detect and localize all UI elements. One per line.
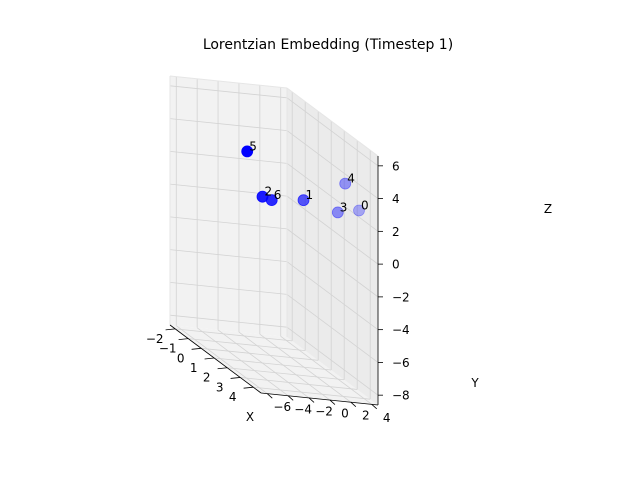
x-tick-mark [178, 338, 189, 340]
y-tick-mark [287, 395, 294, 401]
grid-line-x [188, 338, 306, 351]
point-label: 3 [340, 200, 348, 214]
point-label: 1 [306, 188, 314, 202]
point-label: 4 [347, 172, 355, 186]
point-labels: 04 3 1 62 5 [249, 139, 368, 214]
data-point [353, 204, 365, 217]
x-tick-label: 1 [190, 361, 198, 375]
x-axis-label: X [246, 410, 254, 424]
grid-line-y [217, 329, 310, 399]
grid-line-y [280, 336, 372, 405]
grid-line-z [169, 216, 288, 230]
z-axis-label: Z [544, 202, 552, 216]
y-tick-label: 2 [362, 409, 370, 423]
data-point [241, 145, 254, 158]
z-tick-label: 6 [392, 159, 400, 173]
axis-panes [170, 76, 378, 405]
floor-pane [170, 325, 378, 405]
grid-lines [169, 76, 379, 405]
x-axis-line [169, 324, 262, 394]
point-label: 6 [274, 188, 282, 202]
y-tick-mark [267, 393, 273, 399]
pane-edge-top-back [286, 87, 379, 157]
y-tick-mark [308, 397, 315, 403]
grid-line-z [286, 97, 379, 167]
y-tick-label: 4 [383, 411, 391, 425]
x-tick-label: −1 [159, 342, 177, 356]
grid-line-y [238, 331, 331, 401]
point-label: 5 [249, 139, 257, 153]
y-tick-label: −4 [294, 402, 312, 416]
back-pane [287, 88, 378, 405]
y-tick-mark [350, 401, 357, 408]
grid-line-z [169, 150, 288, 164]
y-tick-label: 0 [341, 407, 349, 421]
y-tick-label: −6 [273, 400, 291, 414]
axis-lines [169, 75, 379, 406]
x-tick-label: −2 [146, 332, 164, 346]
z-tick-label: 2 [392, 225, 400, 239]
x-tick-mark [165, 328, 176, 331]
data-point [256, 190, 269, 203]
z-tick-label: −2 [392, 290, 410, 304]
z-tick-label: −8 [392, 389, 410, 403]
left-pane [170, 76, 287, 337]
z-tick-label: 0 [392, 258, 400, 272]
x-tick-mark [230, 377, 241, 379]
grid-line-z [169, 314, 288, 328]
grid-line-z [286, 261, 379, 330]
grid-line-z [169, 118, 288, 131]
grid-line-z [169, 249, 288, 263]
grid-line-z [286, 294, 379, 363]
data-points [241, 145, 365, 219]
grid-line-x [227, 367, 345, 381]
grid-line-y [196, 327, 289, 397]
chart-title: Lorentzian Embedding (Timestep 1) [203, 37, 453, 53]
grid-line-x [175, 328, 293, 342]
x-tick-label: 4 [229, 390, 237, 404]
x-tick-mark [204, 357, 215, 360]
y-axis-line [260, 392, 379, 406]
y-tick-label: −2 [315, 404, 333, 418]
grid-line-z [286, 130, 379, 199]
grid-line-z [169, 85, 288, 99]
grid-line-z [286, 163, 379, 232]
z-tick-label: −6 [392, 356, 410, 370]
grid-line-y [176, 325, 268, 394]
grid-line-z [169, 282, 288, 295]
z-tick-label: 4 [392, 192, 400, 206]
y-tick-mark [371, 404, 377, 410]
data-point [339, 177, 352, 190]
x-tick-mark [191, 347, 202, 350]
x-tick-label: 2 [203, 371, 211, 385]
grid-line-z [286, 326, 379, 396]
z-tick-label: −4 [392, 323, 410, 337]
grid-line-x [253, 386, 371, 400]
grid-line-y [259, 333, 352, 403]
grid-line-x [214, 357, 332, 371]
data-point [331, 206, 344, 219]
x-tick-mark [243, 386, 254, 389]
pane-edge-top-left [169, 75, 288, 89]
x-tick-mark [217, 367, 228, 370]
y-axis-label: Y [470, 376, 479, 390]
grid-line-z [286, 195, 379, 265]
y-tick-mark [329, 399, 336, 405]
point-label: 0 [361, 199, 369, 213]
point-label: 2 [265, 185, 273, 199]
grid-line-x [240, 377, 358, 390]
x-tick-label: 0 [177, 351, 185, 365]
x-tick-label: 3 [216, 380, 224, 394]
data-point [297, 194, 310, 207]
grid-line-z [286, 228, 379, 298]
grid-line-x [201, 347, 319, 361]
